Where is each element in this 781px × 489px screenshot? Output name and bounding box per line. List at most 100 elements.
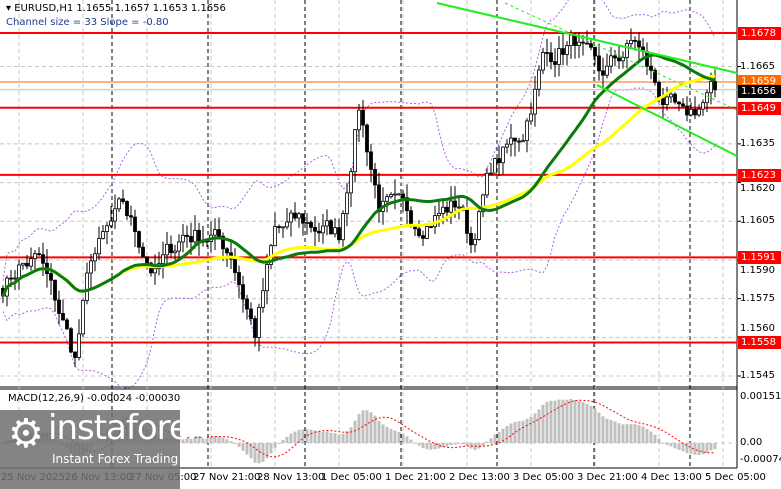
candle [345, 183, 349, 227]
macd-histogram-bar [337, 434, 341, 443]
candle [49, 263, 53, 296]
candle-body [253, 318, 257, 338]
candle-body [165, 243, 169, 256]
logo-name: instaforex [48, 408, 208, 448]
candle-body [505, 143, 509, 148]
candle-body [145, 256, 149, 264]
candle [349, 167, 353, 207]
candle [13, 270, 17, 290]
candle-body [485, 172, 489, 196]
candle-body [185, 234, 189, 237]
candle-body [541, 52, 545, 71]
candle-body [529, 113, 533, 122]
candle [485, 167, 489, 199]
candle [689, 102, 693, 117]
candle [497, 145, 501, 177]
macd-histogram-bar [593, 408, 597, 443]
macd-histogram-bar [465, 443, 469, 446]
candle [465, 199, 469, 244]
candle-body [457, 206, 461, 209]
macd-histogram-bar [493, 434, 497, 443]
macd-histogram-bar [601, 416, 605, 443]
macd-histogram-bar [377, 420, 381, 443]
candle [313, 216, 317, 247]
candle-body [477, 211, 481, 240]
macd-tick-label: -0.00074 [740, 454, 781, 465]
candle [125, 200, 129, 220]
candle [277, 224, 281, 234]
candle [161, 241, 165, 279]
candle-body [33, 253, 37, 260]
candle-body [565, 45, 569, 55]
candle [553, 48, 557, 78]
symbol-ohlc: EURUSD,H1 1.1655 1.1657 1.1653 1.1656 [14, 3, 226, 14]
candle-body [153, 268, 157, 274]
candle-body [553, 61, 557, 65]
candle-body [393, 193, 397, 196]
candle [37, 247, 41, 256]
macd-histogram-bar [353, 420, 357, 443]
candle [581, 34, 585, 56]
candle-body [65, 319, 69, 330]
candle-body [625, 43, 629, 58]
macd-histogram-bar [521, 420, 525, 443]
candle-body [365, 124, 369, 153]
candle-body [173, 250, 177, 254]
candle-body [313, 226, 317, 232]
macd-histogram-bar [697, 443, 701, 455]
candle-body [361, 109, 365, 126]
time-label: 1 Dec 05:00 [321, 472, 382, 483]
macd-histogram-bar [701, 443, 705, 455]
candle [53, 279, 57, 312]
candle-body [245, 298, 249, 310]
macd-histogram-bar [629, 424, 633, 443]
candle-body [137, 231, 141, 248]
candle [285, 208, 289, 230]
candle [557, 36, 561, 77]
collapse-arrow-icon[interactable]: ▾ [6, 3, 15, 14]
macd-tick-label: 0.00 [740, 437, 763, 448]
price-tick-label: 1.1545 [740, 370, 775, 381]
macd-histogram-bar [473, 443, 477, 450]
candle [249, 302, 253, 325]
candle-body [705, 92, 709, 104]
macd-histogram-bar [249, 443, 253, 459]
candle-body [489, 172, 493, 175]
candle-body [77, 333, 81, 358]
macd-histogram-bar [477, 443, 481, 449]
candle [649, 56, 653, 80]
candle-body [85, 272, 89, 301]
macd-histogram-bar [641, 426, 645, 443]
candle [561, 33, 565, 66]
macd-histogram-bar [421, 443, 425, 449]
candle-body [293, 212, 297, 219]
macd-histogram-bar [693, 443, 697, 455]
candle [309, 220, 313, 233]
level-label: 1.1623 [738, 168, 781, 182]
candle-body [405, 197, 409, 212]
candle-body [237, 272, 241, 286]
candle-body [637, 40, 641, 48]
candle [77, 319, 81, 361]
macd-histogram-bar [441, 443, 445, 448]
macd-histogram-bar [617, 423, 621, 443]
candle [305, 213, 309, 235]
candle-body [689, 109, 693, 116]
macd-histogram-bar [269, 443, 273, 454]
candle [681, 98, 685, 108]
macd-histogram-bar [385, 426, 389, 443]
candle [613, 49, 617, 67]
macd-histogram-bar [401, 433, 405, 443]
candle-body [133, 216, 137, 232]
channel-middle [504, 2, 738, 111]
macd-histogram-bar [265, 443, 269, 459]
macd-histogram-bar [433, 443, 437, 450]
candle [57, 290, 61, 325]
macd-histogram-bar [289, 433, 293, 443]
candle [541, 47, 545, 74]
candle [633, 36, 637, 51]
candle-body [141, 246, 145, 258]
candle-body [429, 226, 433, 228]
